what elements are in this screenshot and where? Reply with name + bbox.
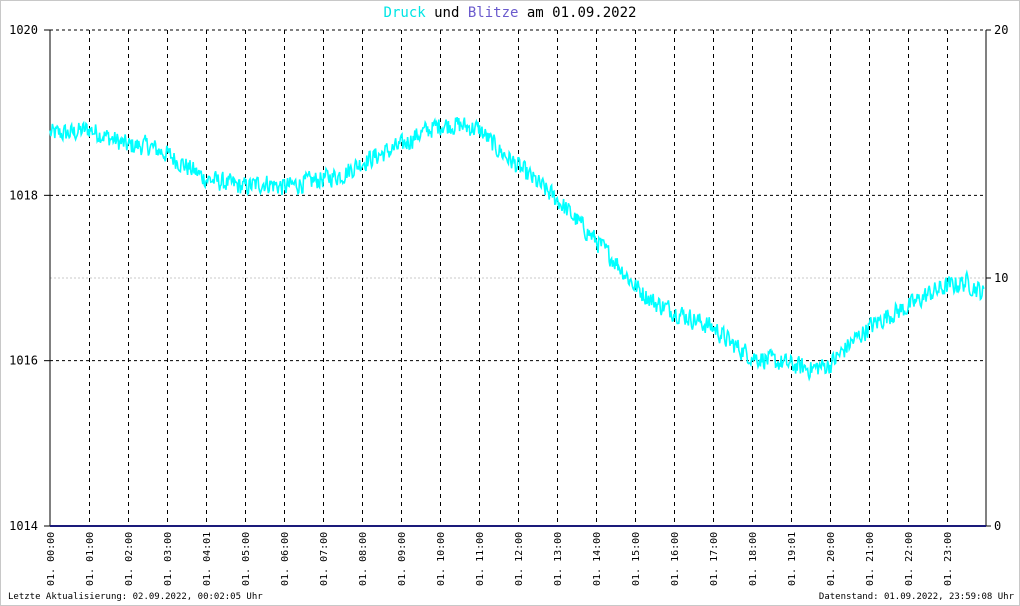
x-tick-label: 01. 15:00 (631, 532, 642, 586)
y-right-tick-label: 20 (994, 23, 1008, 37)
x-tick-label: 01. 17:00 (709, 532, 720, 586)
footer-last-update: Letzte Aktualisierung: 02.09.2022, 00:02… (8, 592, 263, 602)
x-tick-label: 01. 00:00 (46, 532, 57, 586)
x-tick-label: 01. 16:00 (670, 532, 681, 586)
chart-title: Druck und Blitze am 01.09.2022 (0, 5, 1020, 21)
x-tick-label: 01. 22:00 (904, 532, 915, 586)
x-tick-label: 01. 14:00 (592, 532, 603, 586)
x-tick-label: 01. 03:00 (163, 532, 174, 586)
x-tick-label: 01. 07:00 (319, 532, 330, 586)
x-tick-label: 01. 02:00 (124, 532, 135, 586)
title-und: und (434, 5, 460, 21)
title-druck: Druck (383, 5, 426, 21)
x-tick-label: 01. 20:00 (826, 532, 837, 586)
y-left-tick-label: 1014 (9, 519, 38, 533)
x-tick-label: 01. 09:00 (397, 532, 408, 586)
y-left-tick-label: 1020 (9, 23, 38, 37)
title-date: am 01.09.2022 (526, 5, 637, 21)
x-tick-label: 01. 04:01 (202, 532, 213, 586)
title-blitze: Blitze (467, 5, 519, 21)
x-tick-label: 01. 08:00 (358, 532, 369, 586)
y-right-tick-label: 10 (994, 271, 1008, 285)
x-tick-label: 01. 05:00 (241, 532, 252, 586)
x-tick-label: 01. 19:01 (787, 532, 798, 586)
x-tick-label: 01. 10:00 (436, 532, 447, 586)
x-tick-label: 01. 18:00 (748, 532, 759, 586)
y-left-tick-label: 1016 (9, 354, 38, 368)
x-tick-label: 01. 23:00 (943, 532, 954, 586)
x-tick-label: 01. 01:00 (85, 532, 96, 586)
footer-data-status: Datenstand: 01.09.2022, 23:59:08 Uhr (818, 592, 1014, 602)
x-tick-label: 01. 21:00 (865, 532, 876, 586)
x-tick-label: 01. 11:00 (475, 532, 486, 586)
y-left-tick-label: 1018 (9, 188, 38, 202)
series-druck-line (49, 117, 985, 382)
x-tick-label: 01. 13:00 (553, 532, 564, 586)
x-tick-label: 01. 12:00 (514, 532, 525, 586)
y-right-tick-label: 0 (994, 519, 1001, 533)
x-tick-label: 01. 06:00 (280, 532, 291, 586)
